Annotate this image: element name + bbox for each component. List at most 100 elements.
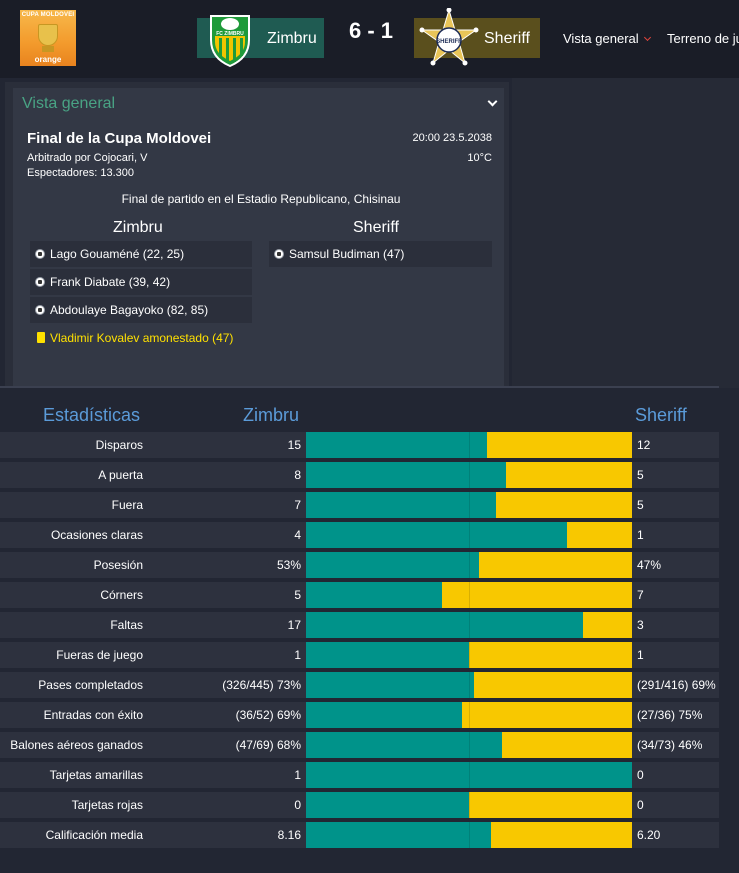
stat-bar-home-fill [306,552,479,578]
stats-home-heading: Zimbru [243,405,300,425]
home-goal-event[interactable]: Lago Gouaméné (22, 25) [30,241,252,267]
stat-away-value: 3 [637,618,644,632]
home-goal-event[interactable]: Frank Diabate (39, 42) [30,269,252,295]
stat-home-value: 7 [294,498,301,512]
away-events-heading: Sheriff [353,219,399,236]
ball-icon [35,277,45,287]
ball-icon [35,249,45,259]
stat-label: Balones aéreos ganados [10,738,143,752]
stat-row: Fuera 7 5 [0,492,719,518]
stats-heading: Estadísticas [43,405,141,425]
stat-away-value: 0 [637,798,644,812]
nav-pitch-tab[interactable]: Terreno de juego [667,31,739,46]
yellow-card-icon [37,332,45,343]
stat-bar [306,522,632,548]
stat-bar [306,762,632,788]
stat-home-value: (47/69) 68% [235,738,301,752]
stat-bar-midline [469,612,470,638]
stat-bar-midline [469,792,470,818]
stat-home-value: 4 [294,528,301,542]
sheriff-star-crest-icon[interactable]: SHERIFF [418,8,480,70]
stat-row: A puerta 8 5 [0,462,719,488]
stat-label: A puerta [98,468,143,482]
stat-home-value: 0 [294,798,301,812]
stat-home-value: 17 [287,618,301,632]
stat-label: Entradas con éxito [43,708,143,722]
stat-label: Faltas [110,618,143,632]
stat-bar-home-fill [306,762,632,788]
stat-bar-home-fill [306,642,469,668]
stat-label: Calificación media [45,828,143,842]
stat-home-value: 1 [294,648,301,662]
stat-label: Disparos [95,438,143,452]
stat-label: Ocasiones claras [50,528,143,542]
right-empty-area [512,78,739,388]
venue-text: Final de partido en el Estadio Republica… [121,192,401,206]
stat-label: Fuera [111,498,143,512]
event-text: Lago Gouaméné (22, 25) [50,247,185,261]
stat-bar-home-fill [306,672,474,698]
stat-home-value: 8.16 [277,828,301,842]
stats-away-heading: Sheriff [635,405,687,425]
stat-label: Tarjetas amarillas [49,768,143,782]
stat-bar-midline [469,522,470,548]
stat-bar-midline [469,492,470,518]
stat-away-value: 1 [637,648,644,662]
stat-row: Entradas con éxito (36/52) 69% (27/36) 75% [0,702,719,728]
stat-label: Pases completados [38,678,143,692]
stat-home-value: 15 [287,438,301,452]
stat-bar-home-fill [306,702,462,728]
stat-bar-home-fill [306,492,496,518]
match-title: Final de la Cupa Moldovei [27,130,212,147]
home-goal-event[interactable]: Abdoulaye Bagayoko (82, 85) [30,297,252,323]
stat-bar-midline [469,462,470,488]
away-goal-event[interactable]: Samsul Budiman (47) [269,241,492,267]
stat-bar-home-fill [306,792,469,818]
stat-bar-midline [469,732,470,758]
event-text: Abdoulaye Bagayoko (82, 85) [50,303,209,317]
nav-overview-label: Vista general [563,31,639,46]
stat-away-value: 1 [637,528,644,542]
stat-bar-midline [469,432,470,458]
stat-bar-home-fill [306,822,491,848]
zimbru-crest-icon[interactable]: FC ZIMBRU [207,10,253,68]
stat-away-value: 5 [637,468,644,482]
home-team-name: Zimbru [267,30,317,47]
nav-overview-dropdown[interactable]: Vista general [563,31,651,46]
stat-bar-midline [469,642,470,668]
stat-bar [306,612,632,638]
stat-bar [306,792,632,818]
away-crest-text: SHERIFF [436,39,462,45]
stat-bar-midline [469,702,470,728]
competition-logo[interactable]: CUPA MOLDOVEI orange [20,10,76,66]
stat-bar [306,552,632,578]
sponsor-text: orange [34,55,62,64]
stat-bar-home-fill [306,582,442,608]
stat-row: Calificación media 8.16 6.20 [0,822,719,848]
stat-bar-midline [469,762,470,788]
event-text: Samsul Budiman (47) [289,247,405,261]
overview-panel-title[interactable]: Vista general [22,95,116,112]
stat-bar [306,732,632,758]
stat-bar-home-fill [306,612,583,638]
stat-row: Faltas 17 3 [0,612,719,638]
trophy-base-icon [42,46,54,52]
attendance-text: Espectadores: 13.300 [27,167,135,179]
stat-bar [306,432,632,458]
stat-row: Ocasiones claras 4 1 [0,522,719,548]
stat-row: Tarjetas rojas 0 0 [0,792,719,818]
stat-away-value: (27/36) 75% [637,708,703,722]
overview-panel [13,88,504,386]
chevron-down-icon [643,33,651,42]
home-booking-event[interactable]: Vladimir Kovalev amonestado (47) [30,325,252,351]
stat-row: Disparos 15 12 [0,432,719,458]
stat-away-value: 7 [637,588,644,602]
stat-row: Córners 5 7 [0,582,719,608]
stat-label: Posesión [93,558,143,572]
stat-away-value: 47% [637,558,662,572]
stat-bar-home-fill [306,432,487,458]
stat-row: Balones aéreos ganados (47/69) 68% (34/73)… [0,732,719,758]
nav-pitch-label: Terreno de juego [667,31,739,46]
temperature: 10°C [467,152,492,164]
stat-home-value: (36/52) 69% [235,708,301,722]
